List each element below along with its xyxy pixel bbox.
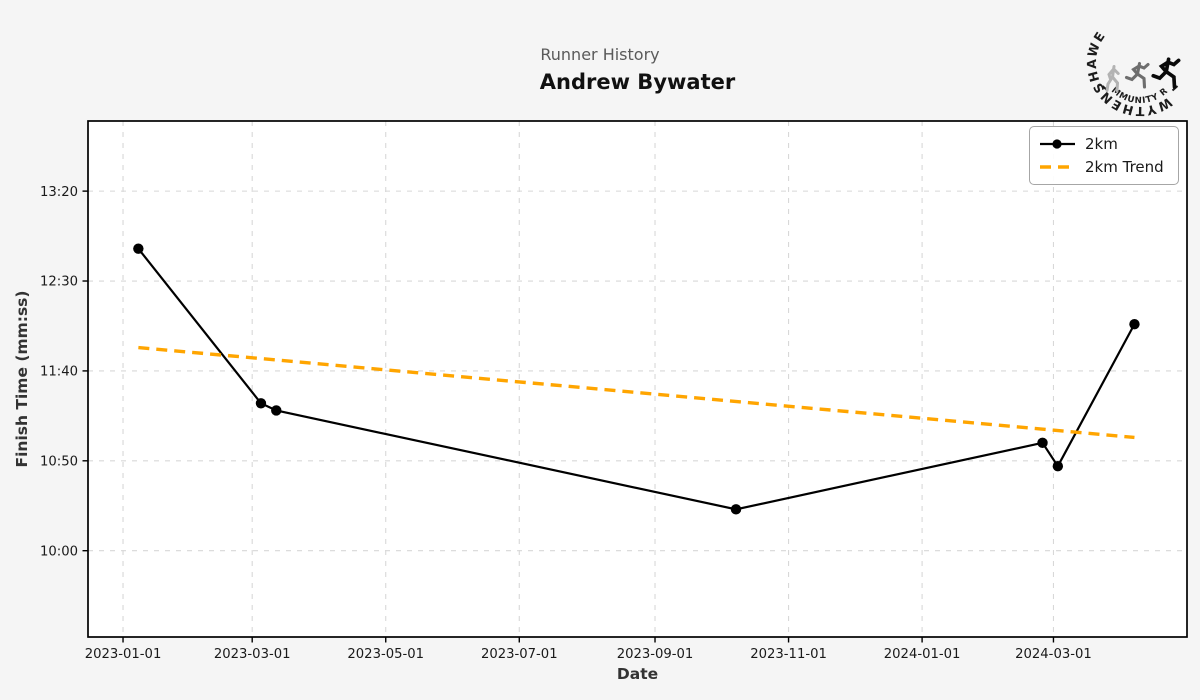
data-point [1052, 460, 1064, 472]
y-tick-label: 10:00 [40, 544, 78, 559]
x-tick-label: 2023-11-01 [750, 647, 827, 662]
chart-legend: 2km 2km Trend [1029, 126, 1179, 185]
runner-silhouettes-icon [1105, 49, 1181, 92]
wythenshawe-community-run-logo: WYTHENSHAWE COMMUNITY RUN [1084, 7, 1181, 119]
legend-label: 2km [1085, 134, 1118, 153]
x-tick-label: 2023-03-01 [214, 647, 291, 662]
x-tick-label: 2023-05-01 [347, 647, 424, 662]
logo-top-text: WYTHENSHAWE [1084, 28, 1175, 119]
line-marker-swatch-icon [1040, 139, 1075, 149]
plot-border [87, 120, 1188, 638]
y-axis-label: Finish Time (mm:ss) [13, 290, 31, 468]
chart-subtitle: Runner History [540, 45, 660, 64]
y-tick-label: 10:50 [40, 455, 78, 470]
x-tick-label: 2023-01-01 [85, 647, 162, 662]
data-point [730, 504, 742, 515]
legend-entry-2km-trend: 2km Trend [1039, 156, 1169, 180]
y-tick-label: 12:30 [40, 275, 78, 290]
data-point [133, 243, 144, 254]
y-tick-label: 13:20 [40, 185, 78, 200]
legend-label: 2km Trend [1085, 158, 1164, 177]
y-tick-label: 11:40 [40, 365, 78, 380]
x-tick-label: 2024-01-01 [884, 647, 961, 662]
runner-name-title: Andrew Bywater [539, 70, 736, 94]
x-tick-label: 2024-03-01 [1015, 647, 1092, 662]
x-tick-label: 2023-09-01 [617, 647, 694, 662]
data-point [1037, 437, 1048, 449]
data-point [271, 405, 282, 416]
trend-line [138, 345, 1135, 440]
x-tick-label: 2023-07-01 [481, 647, 558, 662]
data-point [255, 398, 267, 409]
dashed-swatch-icon [1040, 165, 1075, 169]
plot-area [88, 121, 1187, 637]
legend-entry-2km: 2km [1039, 132, 1169, 156]
data-point [1129, 318, 1140, 330]
x-axis-label: Date [616, 665, 659, 683]
